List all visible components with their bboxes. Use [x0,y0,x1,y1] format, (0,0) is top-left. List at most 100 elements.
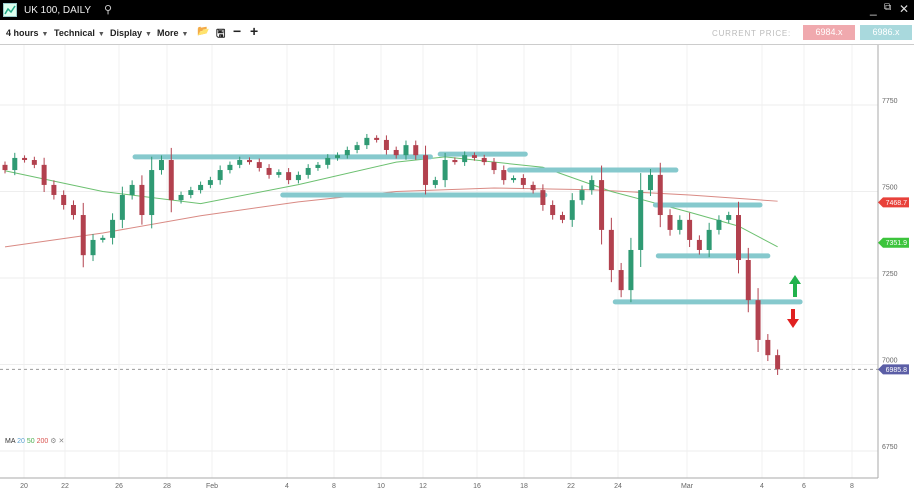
candle [550,204,556,216]
candle [178,194,184,201]
price-chart[interactable]: 20 22 26 28 Feb 4 8 10 12 16 18 22 24 Mar 4 6 8 7750 7500 7… [0,45,914,490]
candle [413,145,419,156]
y-tick-label: 7500 [882,185,898,192]
candle [227,164,233,171]
candle [638,190,644,250]
save-icon[interactable]: 🖫 [216,28,226,40]
candle [168,160,174,201]
y-tick-label: 6750 [882,444,898,451]
candle [149,170,155,216]
gear-icon[interactable]: ⚙ [50,438,57,445]
candle [237,160,243,165]
candle [100,237,106,240]
candle [207,180,213,185]
more-dropdown[interactable]: More ▼ [157,28,188,38]
zoom-out-icon[interactable]: − [233,23,242,39]
candle [344,149,350,156]
candle [765,339,771,356]
x-tick-label: 26 [115,483,123,490]
price-badge-label: 6985.8 [886,367,908,374]
interval-label: 4 hours [6,28,39,38]
candle [364,137,370,146]
candle [657,174,663,216]
candle [51,184,57,195]
candle [716,219,722,230]
chevron-down-icon: ▼ [181,31,189,38]
technical-label: Technical [54,28,95,38]
candle [608,229,614,271]
arrow-up-icon [789,275,801,297]
candle [61,194,67,205]
candle [70,204,76,216]
candle [119,194,125,220]
candle [647,174,653,191]
candle [677,219,683,230]
close-icon[interactable]: ✕ [899,2,910,16]
x-tick-label: 4 [760,483,764,490]
candle [540,190,546,205]
candle [599,180,605,230]
sell-price-button[interactable]: 6984.x [803,25,855,40]
title-bar: UK 100, DAILY ⚲ _ ⧉ ✕ [0,0,914,20]
candle [286,172,292,181]
ma-period-200: 200 [36,438,49,445]
candle [442,160,448,181]
candle [393,149,399,156]
candle [452,160,458,163]
x-tick-label: 22 [61,483,69,490]
candle [266,167,272,175]
candle [755,300,761,340]
candle [481,157,487,163]
price-badge [878,237,909,248]
x-tick-label: 22 [567,483,575,490]
close-icon[interactable]: ✕ [58,438,65,445]
x-tick-label: 18 [520,483,528,490]
x-tick-label: 12 [419,483,427,490]
candle [22,157,28,161]
chevron-down-icon: ▼ [97,31,105,38]
open-folder-icon[interactable]: 📂 [197,26,210,37]
x-tick-label: 28 [163,483,171,490]
candle [383,139,389,150]
ma-200-line [4,187,778,248]
candle [589,180,595,191]
candle [403,145,409,156]
price-badge-label: 7351.9 [886,240,908,247]
candle [432,180,438,185]
window-title: UK 100, DAILY [24,5,92,16]
current-price-label: CURRENT PRICE: [712,29,792,38]
candle [579,190,585,201]
candle [706,229,712,250]
candle [276,172,282,175]
candle [41,164,47,185]
candle [305,167,311,175]
y-tick-label: 7250 [882,271,898,278]
zoom-in-icon[interactable]: + [250,23,259,39]
candle [462,155,468,163]
candle [31,160,37,165]
search-icon[interactable]: ⚲ [104,4,113,16]
price-badge-label: 7468.7 [886,200,908,207]
candle [129,184,135,195]
x-tick-label: 8 [332,483,336,490]
display-dropdown[interactable]: Display ▼ [110,28,152,38]
candle [247,160,252,163]
candle [335,155,341,158]
candle [12,157,18,171]
candle [491,162,497,171]
minimize-icon[interactable]: _ [870,2,877,16]
buy-price-button[interactable]: 6986.x [860,25,912,40]
chevron-down-icon: ▼ [145,31,152,38]
candle [618,270,624,291]
more-label: More [157,28,179,38]
candle [471,155,477,158]
candle [687,219,693,240]
candle [256,162,262,168]
technical-dropdown[interactable]: Technical ▼ [54,28,105,38]
ma-period-20: 20 [17,438,25,445]
x-tick-label: 10 [377,483,385,490]
candle [511,178,517,181]
popout-icon[interactable]: ⧉ [884,2,892,13]
interval-dropdown[interactable]: 4 hours ▼ [6,28,48,38]
candle [198,184,204,191]
